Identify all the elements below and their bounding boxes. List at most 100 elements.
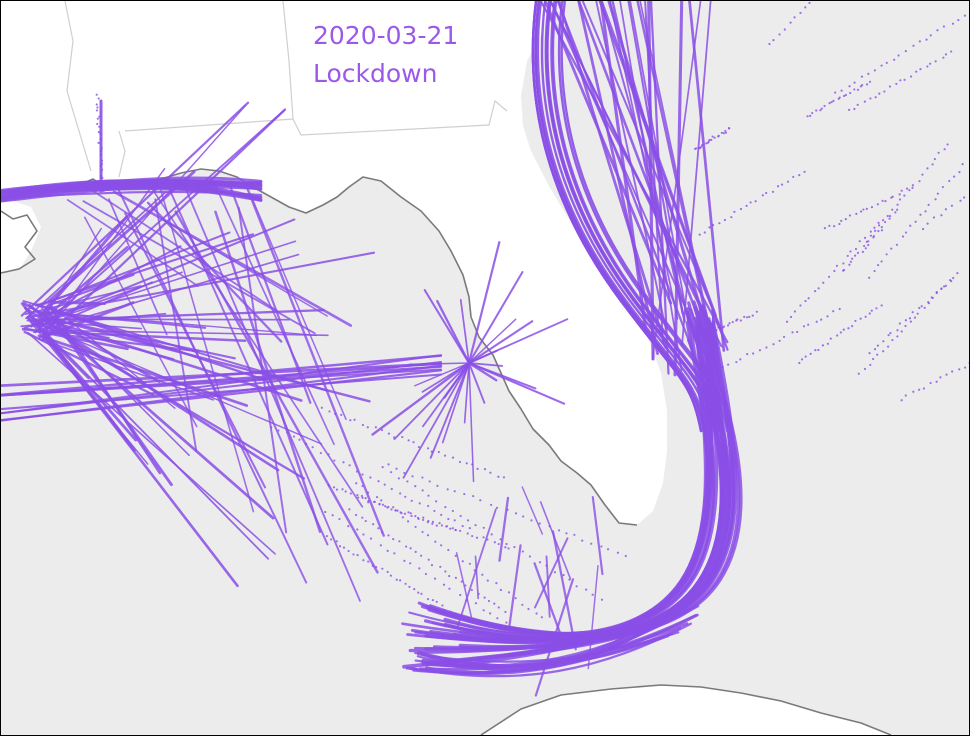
vessel-position	[950, 50, 953, 53]
vessel-position	[934, 198, 937, 201]
vessel-position	[823, 227, 826, 230]
vessel-track	[557, 1, 668, 350]
vessel-track	[1, 362, 442, 397]
vessel-position	[894, 211, 897, 214]
vessel-position	[870, 309, 873, 312]
vessel-position	[713, 136, 716, 139]
vessel-position	[815, 109, 818, 112]
vessel-position	[453, 519, 456, 522]
vessel-position	[745, 204, 748, 208]
land-layer	[1, 1, 891, 735]
vessel-position	[948, 179, 951, 183]
vessel-position	[720, 131, 723, 134]
vessel-position	[440, 524, 444, 527]
vessel-position	[378, 503, 381, 506]
vessel-position	[360, 494, 364, 498]
vessel-track	[150, 187, 364, 508]
vessel-track	[468, 362, 475, 483]
vessel-position	[427, 504, 430, 508]
vessel-position	[369, 476, 372, 479]
vessel-position	[403, 559, 406, 562]
vessel-position	[624, 554, 627, 558]
vessel-track	[45, 246, 129, 318]
vessel-position	[940, 287, 943, 291]
vessel-position	[854, 254, 857, 257]
vessel-position	[399, 492, 402, 495]
vessel-position	[935, 380, 938, 383]
vessel-position	[373, 500, 376, 503]
vessel-position	[403, 512, 407, 515]
vessel-position	[802, 325, 806, 328]
vessel-position	[100, 162, 104, 166]
vessel-position	[711, 223, 715, 227]
vessel-position	[826, 342, 830, 345]
vessel-position	[422, 516, 425, 519]
vessel-position	[929, 381, 932, 385]
vessel-track	[467, 270, 524, 365]
vessel-position	[366, 491, 370, 494]
vessel-position	[792, 175, 795, 179]
vessel-position	[951, 22, 955, 25]
vessel-position	[932, 216, 936, 219]
vessel-track	[20, 101, 250, 317]
vessel-position	[528, 555, 532, 558]
vessel-position	[869, 234, 872, 237]
vessel-position	[513, 545, 516, 549]
vessel-position	[329, 538, 333, 541]
caption-label: Lockdown	[313, 59, 438, 88]
vessel-position	[530, 519, 533, 522]
vessel-position	[848, 263, 851, 266]
vessel-position	[697, 334, 700, 338]
vessel-position	[505, 621, 508, 624]
vessel-position	[381, 503, 385, 506]
vessel-position	[873, 69, 876, 72]
vessel-position	[863, 367, 867, 371]
vessel-position	[327, 453, 330, 456]
vessel-position	[755, 310, 758, 313]
vessel-position	[97, 131, 100, 134]
vessel-position	[807, 297, 810, 300]
vessel-position	[504, 610, 507, 614]
vessel-track	[28, 303, 275, 520]
vessel-track	[467, 241, 501, 365]
vessel-position	[943, 148, 946, 151]
vessel-position	[496, 617, 499, 620]
vessel-position	[538, 522, 541, 525]
vessel-position	[460, 580, 463, 583]
vessel-position	[904, 319, 907, 322]
vessel-position	[739, 207, 743, 211]
vessel-position	[877, 229, 880, 233]
vessel-position	[379, 544, 382, 547]
vessel-position	[819, 109, 822, 112]
vessel-position	[444, 505, 447, 509]
vessel-position	[919, 213, 922, 216]
vessel-position	[362, 559, 365, 562]
vessel-position	[942, 25, 946, 28]
vessel-position	[905, 187, 909, 190]
vessel-position	[898, 198, 902, 201]
vessel-position	[461, 524, 464, 528]
vessel-position	[739, 319, 742, 322]
vessel-position	[381, 466, 384, 469]
vessel-position	[878, 92, 881, 95]
vessel-position	[495, 506, 499, 509]
vessel-position	[826, 315, 829, 318]
vessel-track	[459, 298, 470, 364]
vessel-position	[904, 231, 908, 234]
vessel-position	[342, 461, 345, 464]
vessel-position	[931, 296, 934, 300]
vessel-position	[728, 322, 731, 325]
vessel-track	[37, 334, 249, 407]
vessel-position	[922, 387, 926, 390]
vessel-position	[853, 107, 856, 111]
vessel-position	[392, 537, 395, 541]
vessel-position	[896, 335, 899, 338]
vessel-position	[828, 102, 831, 105]
vessel-position	[956, 272, 959, 275]
vessel-position	[873, 226, 876, 229]
vessel-position	[896, 208, 899, 211]
vessel-position	[708, 333, 711, 336]
vessel-position	[772, 343, 775, 346]
vessel-track	[1, 373, 443, 411]
